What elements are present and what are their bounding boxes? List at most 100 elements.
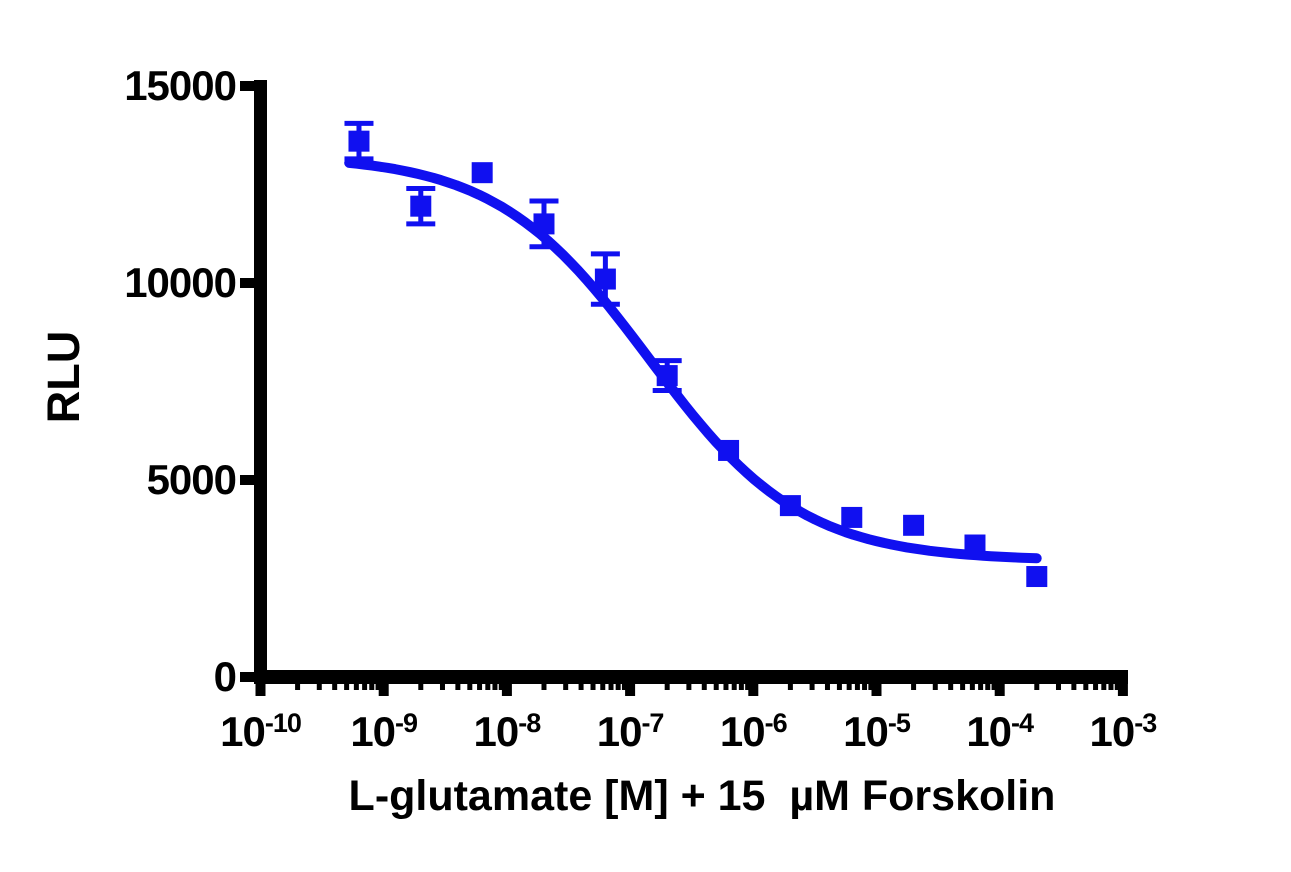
- data-point-square: [348, 130, 370, 152]
- x-tick-exponent: -8: [518, 708, 541, 738]
- x-tick-label: 10-8: [432, 700, 582, 755]
- x-tick-label: 10-9: [309, 700, 459, 755]
- x-major-tick: [871, 684, 882, 696]
- x-major-tick: [378, 684, 389, 696]
- x-minor-tick: [868, 684, 874, 690]
- x-minor-tick: [969, 684, 975, 690]
- x-minor-tick: [369, 684, 375, 690]
- y-major-tick: [240, 278, 254, 288]
- x-tick-base: 10: [473, 708, 520, 755]
- x-minor-tick: [563, 684, 569, 690]
- x-minor-tick: [713, 684, 719, 690]
- x-minor-tick: [809, 684, 815, 690]
- x-major-tick: [1117, 684, 1128, 696]
- x-major-tick: [501, 684, 512, 696]
- x-minor-tick: [960, 684, 966, 690]
- x-minor-tick: [787, 684, 793, 690]
- x-minor-tick: [485, 684, 491, 690]
- x-minor-tick: [686, 684, 692, 690]
- x-minor-tick: [578, 684, 584, 690]
- y-tick-label: 5000: [146, 456, 237, 503]
- x-minor-tick: [1055, 684, 1061, 690]
- data-point-square: [533, 213, 555, 235]
- x-minor-tick: [985, 684, 991, 690]
- x-axis-line: [254, 670, 1128, 684]
- data-point-square: [841, 506, 863, 528]
- x-tick-exponent: -9: [395, 708, 418, 738]
- x-major-tick: [625, 684, 636, 696]
- x-minor-tick: [600, 684, 606, 690]
- x-tick-base: 10: [596, 708, 643, 755]
- x-minor-tick: [1093, 684, 1099, 690]
- x-tick-exponent: -4: [1011, 708, 1034, 738]
- x-tick-label: 10-4: [925, 700, 1075, 755]
- x-minor-tick: [836, 684, 842, 690]
- x-minor-tick: [477, 684, 483, 690]
- y-tick-label: 0: [213, 653, 237, 700]
- x-minor-tick: [541, 684, 547, 690]
- y-major-tick: [240, 475, 254, 485]
- x-minor-tick: [344, 684, 350, 690]
- y-tick-label: 15000: [124, 62, 237, 109]
- x-major-tick: [748, 684, 759, 696]
- x-minor-tick: [664, 684, 670, 690]
- data-point-square: [779, 495, 801, 517]
- x-minor-tick: [738, 684, 744, 690]
- data-point-square: [410, 195, 432, 217]
- data-point-square: [594, 268, 616, 290]
- x-minor-tick: [295, 684, 301, 690]
- x-minor-tick: [467, 684, 473, 690]
- x-tick-base: 10: [966, 708, 1012, 755]
- x-tick-base: 10: [843, 708, 889, 755]
- x-minor-tick: [824, 684, 830, 690]
- data-point-square: [656, 365, 678, 387]
- x-minor-tick: [911, 684, 917, 690]
- data-point-square: [718, 439, 740, 461]
- x-tick-base: 10: [350, 708, 396, 755]
- x-minor-tick: [498, 684, 504, 690]
- x-minor-tick: [854, 684, 860, 690]
- x-minor-tick: [731, 684, 737, 690]
- x-tick-base: 10: [719, 708, 766, 755]
- x-minor-tick: [846, 684, 852, 690]
- x-minor-tick: [862, 684, 868, 690]
- y-major-tick: [240, 672, 254, 682]
- x-minor-tick: [991, 684, 997, 690]
- x-minor-tick: [590, 684, 596, 690]
- x-tick-base: 10: [1089, 708, 1136, 755]
- y-major-tick: [240, 81, 254, 91]
- y-axis-line: [254, 80, 267, 684]
- x-minor-tick: [439, 684, 445, 690]
- x-minor-tick: [375, 684, 381, 690]
- x-minor-tick: [1071, 684, 1077, 690]
- x-minor-tick: [948, 684, 954, 690]
- x-minor-tick: [1083, 684, 1089, 690]
- data-point-square: [964, 534, 986, 556]
- x-tick-label: 10-5: [802, 700, 952, 755]
- x-minor-tick: [701, 684, 707, 690]
- x-minor-tick: [1108, 684, 1114, 690]
- x-minor-tick: [455, 684, 461, 690]
- data-point-square: [471, 162, 493, 184]
- x-tick-label: 10-3: [1048, 700, 1198, 755]
- data-point-square: [903, 514, 925, 536]
- x-tick-label: 10-10: [186, 700, 336, 755]
- x-minor-tick: [1114, 684, 1120, 690]
- x-minor-tick: [1101, 684, 1107, 690]
- x-minor-tick: [723, 684, 729, 690]
- data-point-square: [1026, 566, 1048, 588]
- x-tick-exponent: -10: [264, 708, 302, 738]
- x-major-tick: [994, 684, 1005, 696]
- x-major-tick: [255, 684, 266, 696]
- x-minor-tick: [332, 684, 338, 690]
- x-tick-exponent: -3: [1134, 708, 1157, 738]
- x-minor-tick: [615, 684, 621, 690]
- x-minor-tick: [353, 684, 359, 690]
- x-minor-tick: [418, 684, 424, 690]
- x-minor-tick: [608, 684, 614, 690]
- x-minor-tick: [316, 684, 322, 690]
- x-tick-base: 10: [220, 708, 266, 755]
- x-minor-tick: [492, 684, 498, 690]
